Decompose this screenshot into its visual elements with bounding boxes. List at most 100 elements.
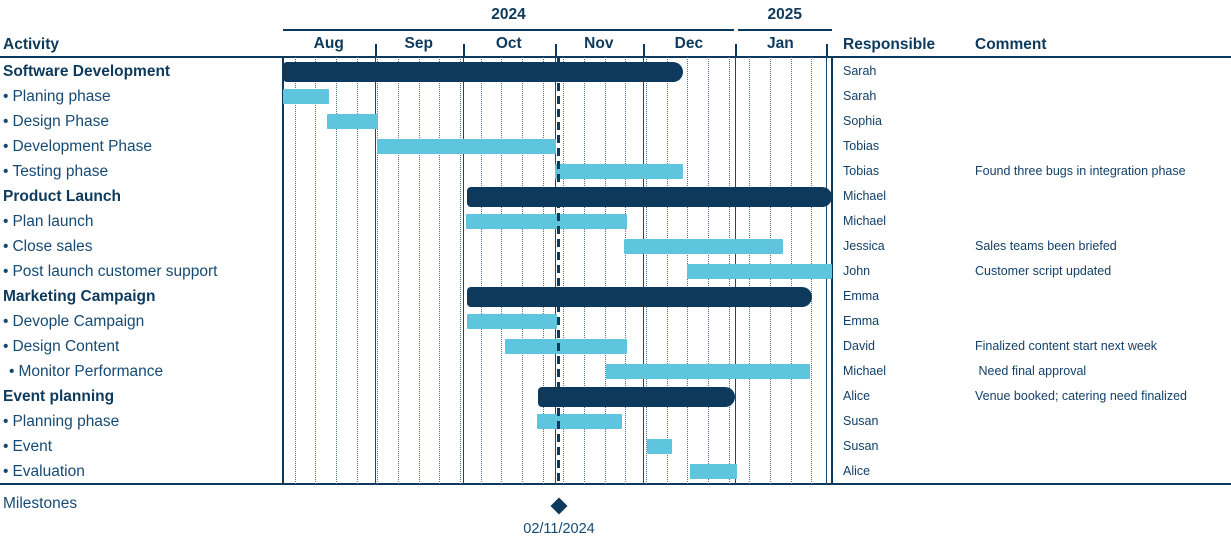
activity-label-text: Development Phase [12, 138, 153, 155]
responsible-value: David [843, 339, 875, 353]
activity-label-text: Event [12, 438, 53, 455]
week-gridline [584, 57, 585, 484]
month-label-jan: Jan [766, 35, 794, 52]
bullet-icon: • [3, 438, 9, 455]
gantt-bar[interactable] [467, 186, 832, 207]
activity-label: • Design Phase [3, 109, 281, 134]
gantt-bar[interactable] [624, 239, 783, 254]
week-gridline [439, 57, 440, 484]
gantt-bar[interactable] [687, 264, 832, 279]
month-gridline [463, 57, 464, 484]
activity-label-text: Testing phase [12, 163, 109, 180]
activity-label: Product Launch [3, 184, 281, 209]
gantt-bar[interactable] [606, 364, 810, 379]
week-gridline [501, 57, 502, 484]
month-boundary-tick [375, 44, 377, 57]
month-gridline [375, 57, 376, 484]
activity-label-text: Devople Campaign [12, 313, 145, 330]
gantt-bar[interactable] [537, 414, 622, 429]
activity-label-text: Post launch customer support [12, 263, 218, 280]
activity-label-text: Close sales [12, 238, 93, 255]
activity-label: • Close sales [3, 234, 281, 259]
milestone-diamond-icon[interactable] [550, 497, 568, 515]
week-gridline [377, 57, 378, 484]
gantt-bar[interactable] [538, 386, 735, 407]
gantt-bar[interactable] [555, 164, 683, 179]
week-gridline [481, 57, 482, 484]
gantt-bar[interactable] [467, 286, 812, 307]
month-label-dec: Dec [674, 35, 704, 52]
activity-label: Event planning [3, 384, 281, 409]
responsible-value: Michael [843, 214, 887, 228]
milestones-label: Milestones [3, 495, 78, 512]
responsible-value: Tobias [843, 164, 880, 178]
bullet-icon: • [3, 413, 9, 430]
responsible-value: Sarah [843, 89, 877, 103]
year-label: 2025 [767, 6, 803, 23]
activity-label: • Devople Campaign [3, 309, 281, 334]
gantt-bar[interactable] [283, 89, 329, 104]
week-gridline [522, 57, 523, 484]
bullet-icon: • [3, 338, 9, 355]
gantt-bar[interactable] [505, 339, 627, 354]
activity-label-text: Product Launch [3, 188, 121, 205]
bullet-icon: • [3, 238, 9, 255]
bullet-icon: • [3, 138, 9, 155]
activity-label-text: Planning phase [12, 413, 120, 430]
responsible-value: Susan [843, 414, 879, 428]
gantt-bar[interactable] [283, 61, 683, 82]
year-label: 2024 [491, 6, 526, 23]
month-boundary-tick [643, 44, 645, 57]
activity-label-text: Evaluation [12, 463, 85, 480]
activity-label-text: Design Content [12, 338, 120, 355]
activity-label-text: Marketing Campaign [3, 288, 156, 305]
month-boundary-tick [735, 44, 737, 57]
week-gridline [357, 57, 358, 484]
gantt-bar[interactable] [327, 114, 378, 129]
activity-label: • Planing phase [3, 84, 281, 109]
week-gridline [419, 57, 420, 484]
responsible-value: Michael [843, 364, 887, 378]
bullet-icon: • [3, 113, 9, 130]
activity-label: Software Development [3, 59, 281, 84]
bullet-icon: • [3, 213, 9, 230]
week-gridline [336, 57, 337, 484]
month-gridline [555, 57, 556, 484]
bullet-icon: • [3, 463, 9, 480]
activity-label: • Plan launch [3, 209, 281, 234]
responsible-value: Michael [843, 189, 887, 203]
month-boundary-tick [555, 44, 557, 57]
gantt-bar[interactable] [647, 439, 672, 454]
responsible-value: Emma [843, 289, 880, 303]
week-gridline [646, 57, 647, 484]
responsible-value: Susan [843, 439, 879, 453]
gantt-bar[interactable] [466, 214, 627, 229]
month-boundary-tick [826, 44, 828, 57]
activity-label: • Monitor Performance [3, 359, 287, 384]
responsible-value: Alice [843, 464, 871, 478]
year-underline [283, 29, 734, 31]
week-gridline [543, 57, 544, 484]
month-label-nov: Nov [584, 35, 614, 52]
activity-label-text: Event planning [3, 388, 115, 405]
month-label-sep: Sep [404, 35, 433, 52]
comment-column-header: Comment [975, 36, 1047, 53]
today-line [557, 57, 560, 484]
comment-value: Found three bugs in integration phase [975, 164, 1186, 178]
activity-label: • Development Phase [3, 134, 281, 159]
gantt-bar[interactable] [467, 314, 557, 329]
responsible-value: John [843, 264, 871, 278]
responsible-value: Emma [843, 314, 880, 328]
plot-left-border [282, 57, 284, 484]
week-gridline [398, 57, 399, 484]
activity-label-text: Design Phase [12, 113, 109, 130]
activity-label: • Event [3, 434, 281, 459]
comment-value: Venue booked; catering need finalized [975, 389, 1187, 403]
week-gridline [460, 57, 461, 484]
gantt-bar[interactable] [377, 139, 556, 154]
gantt-bar[interactable] [690, 464, 737, 479]
month-boundary-tick [463, 44, 465, 57]
month-label-oct: Oct [495, 35, 522, 52]
activity-label-text: Planing phase [12, 88, 111, 105]
